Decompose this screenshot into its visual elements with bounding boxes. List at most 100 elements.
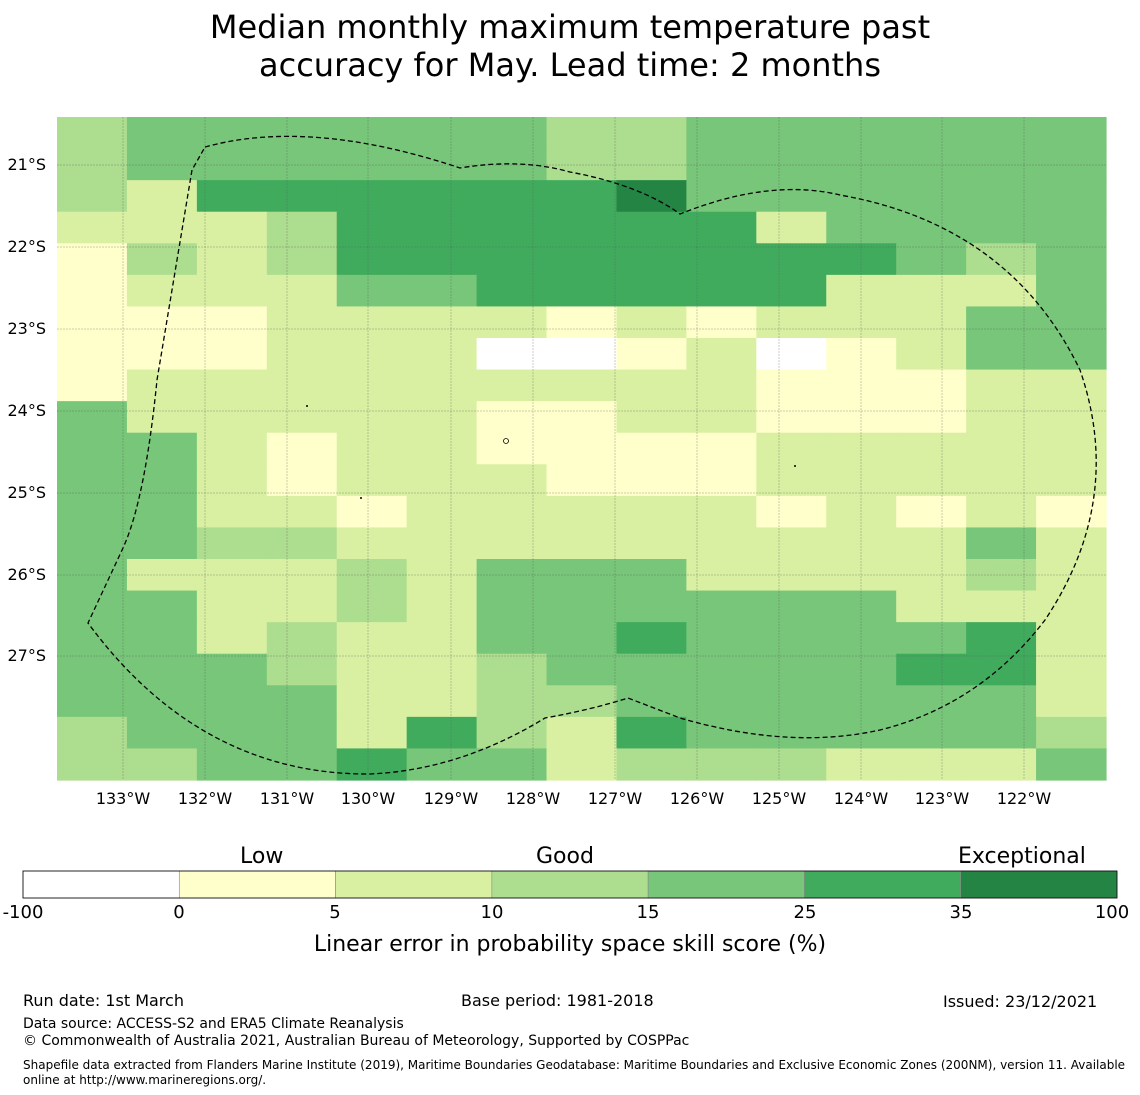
grid-cell [266,685,338,718]
title-line-2: accuracy for May. Lead time: 2 months [258,46,881,84]
grid-cell [196,180,268,213]
lon-label: 131°W [259,789,315,808]
grid-cell [966,306,1037,339]
grid-cell [546,590,618,623]
grid-cell [756,306,827,339]
grid-cell [616,685,687,718]
grid-cell [546,338,618,371]
grid-cell [406,527,478,560]
grid-cell [966,590,1037,623]
grid-cell [126,622,198,655]
grid-cell [476,148,548,181]
grid-cell [126,117,198,150]
grid-cell [476,432,548,465]
grid-cell [1036,685,1107,718]
grid-cell [126,432,198,465]
grid-cell [196,653,268,686]
lat-label: 24°S [7,401,46,420]
grid-cell [1036,401,1107,434]
colorbar-category-low: Low [240,844,284,869]
grid-cell [336,369,408,402]
grid-cell [406,338,478,371]
grid-cell [476,590,548,623]
grid-cell [126,653,198,686]
grid-cell [686,653,757,686]
grid-cell [196,527,268,560]
grid-cell [336,590,408,623]
grid-cell [546,148,618,181]
grid-cell [336,306,408,339]
grid-cell [406,243,478,276]
grid-cell [546,653,618,686]
grid-cell [406,622,478,655]
grid-cell [966,369,1037,402]
grid-cell [546,716,618,750]
grid-cell [896,148,967,181]
grid-cell [57,274,128,308]
grid-cell [966,685,1037,718]
grid-cell [336,495,408,529]
copyright: © Commonwealth of Australia 2021, Austra… [23,1033,690,1049]
grid-cell [616,495,687,529]
grid-cell [686,211,757,244]
grid-cell [966,527,1037,560]
grid-cell [196,243,268,276]
grid-cell [196,495,268,529]
grid-cell [196,716,268,750]
colorbar-segment [178,870,336,899]
grid-cell [616,748,687,781]
grid-cell [126,527,198,560]
grid-cell [966,432,1037,465]
grid-cell [896,274,967,308]
grid-cell [336,685,408,718]
grid-cell [476,622,548,655]
grid-cell [966,148,1037,181]
grid-cell [966,338,1037,371]
grid-cell [826,180,897,213]
grid-cell [896,590,967,623]
grid-cell [266,117,338,150]
grid-cell [686,495,757,529]
grid-cell [57,180,128,213]
grid-cell [126,401,198,434]
lon-label: 130°W [340,789,396,808]
grid-cell [1036,527,1107,560]
grid-cell [406,653,478,686]
lat-label: 21°S [7,155,46,174]
grid-cell [406,748,478,781]
grid-cell [966,211,1037,244]
grid-cell [196,590,268,623]
grid-cell [546,306,618,339]
grid-cell [616,622,687,655]
colorbar-tick: 15 [636,902,660,923]
grid-cell [686,306,757,339]
lat-label: 23°S [7,319,46,338]
grid-cell [406,464,478,497]
grid-cell [406,432,478,465]
grid-cell [546,464,618,497]
grid-cell [826,148,897,181]
grid-cell [476,117,548,150]
lon-label: 133°W [95,789,151,808]
grid-cell [1036,369,1107,402]
colorbar-segment [647,870,805,899]
grid-cell [756,653,827,686]
grid-cell [406,211,478,244]
grid-cell [686,369,757,402]
colorbar-segment [335,870,493,899]
grid-cell [686,527,757,560]
grid-cell [826,369,897,402]
grid-cell [336,716,408,750]
grid-cell [57,243,128,276]
grid-cell [616,653,687,686]
grid-cell [1036,211,1107,244]
island-mark [360,497,362,499]
grid-cell [126,180,198,213]
grid-cell [546,274,618,308]
grid-cell [756,527,827,560]
grid-cell [686,243,757,276]
grid-cell [966,117,1037,150]
grid-cell [616,274,687,308]
colorbar-label: Linear error in probability space skill … [313,932,827,957]
grid-cell [266,622,338,655]
